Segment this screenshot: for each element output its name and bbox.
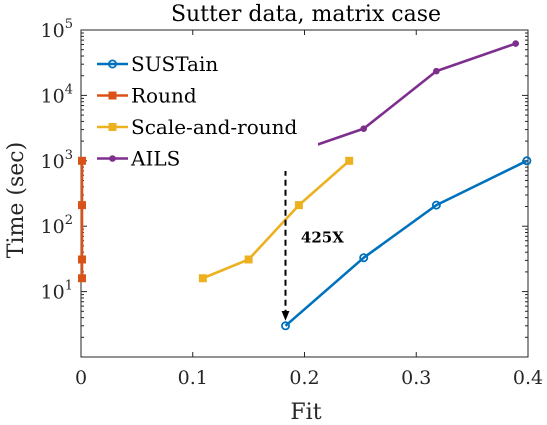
data-point bbox=[78, 274, 86, 283]
data-point bbox=[109, 155, 116, 162]
y-tick-label: 105 bbox=[41, 17, 73, 42]
series-line bbox=[202, 159, 351, 280]
data-point bbox=[281, 321, 291, 331]
data-point bbox=[198, 274, 207, 283]
x-tick-label: 0.4 bbox=[513, 367, 543, 389]
annotation-label: 425X bbox=[301, 229, 344, 247]
series-layer bbox=[78, 40, 532, 331]
y-tick-label: 101 bbox=[41, 279, 73, 304]
chart-title: Sutter data, matrix case bbox=[171, 2, 441, 27]
data-point bbox=[433, 67, 440, 75]
series-scale-and-round bbox=[198, 156, 354, 283]
data-point bbox=[359, 253, 369, 263]
y-tick-label: 103 bbox=[41, 148, 73, 173]
data-point bbox=[522, 156, 532, 166]
y-tick-label: 102 bbox=[41, 213, 73, 238]
data-point bbox=[78, 156, 86, 165]
legend-item: Round bbox=[97, 84, 197, 108]
legend-box bbox=[93, 43, 318, 171]
legend-item: SUSTain bbox=[97, 52, 218, 76]
data-point bbox=[108, 91, 117, 100]
data-point bbox=[512, 40, 520, 47]
y-tick-label: 104 bbox=[41, 82, 73, 107]
data-point bbox=[78, 255, 86, 264]
data-point bbox=[294, 201, 303, 210]
x-axis-label: Fit bbox=[290, 400, 321, 425]
series-line bbox=[285, 42, 517, 157]
legend: SUSTain Round Scale-and-round AILS bbox=[93, 43, 318, 171]
data-point bbox=[360, 125, 368, 132]
x-tick-label: 0.2 bbox=[289, 367, 319, 389]
data-point bbox=[78, 201, 86, 210]
series-ails bbox=[282, 40, 520, 159]
legend-label: Round bbox=[131, 84, 197, 108]
data-point bbox=[431, 200, 441, 210]
annotation-layer: 425X bbox=[281, 160, 344, 321]
series-round bbox=[78, 156, 86, 283]
y-axis-label: Time (sec) bbox=[4, 142, 29, 258]
x-tick-label: 0 bbox=[75, 367, 87, 389]
x-tick-label: 0.3 bbox=[401, 367, 431, 389]
data-point bbox=[108, 59, 118, 69]
legend-item: Scale-and-round bbox=[97, 115, 298, 139]
data-point bbox=[244, 255, 253, 264]
y-axis: 101 102 103 104 105 bbox=[41, 17, 528, 358]
series-sustain bbox=[281, 156, 532, 331]
legend-label: Scale-and-round bbox=[131, 115, 298, 139]
x-tick-label: 0.1 bbox=[178, 367, 208, 389]
series-line bbox=[284, 159, 528, 327]
data-point bbox=[345, 156, 354, 165]
x-axis: 0 0.1 0.2 0.3 0.4 bbox=[75, 30, 543, 389]
legend-item: AILS bbox=[97, 147, 180, 171]
legend-label: SUSTain bbox=[131, 52, 218, 76]
legend-label: AILS bbox=[130, 147, 180, 171]
data-point bbox=[108, 123, 117, 131]
